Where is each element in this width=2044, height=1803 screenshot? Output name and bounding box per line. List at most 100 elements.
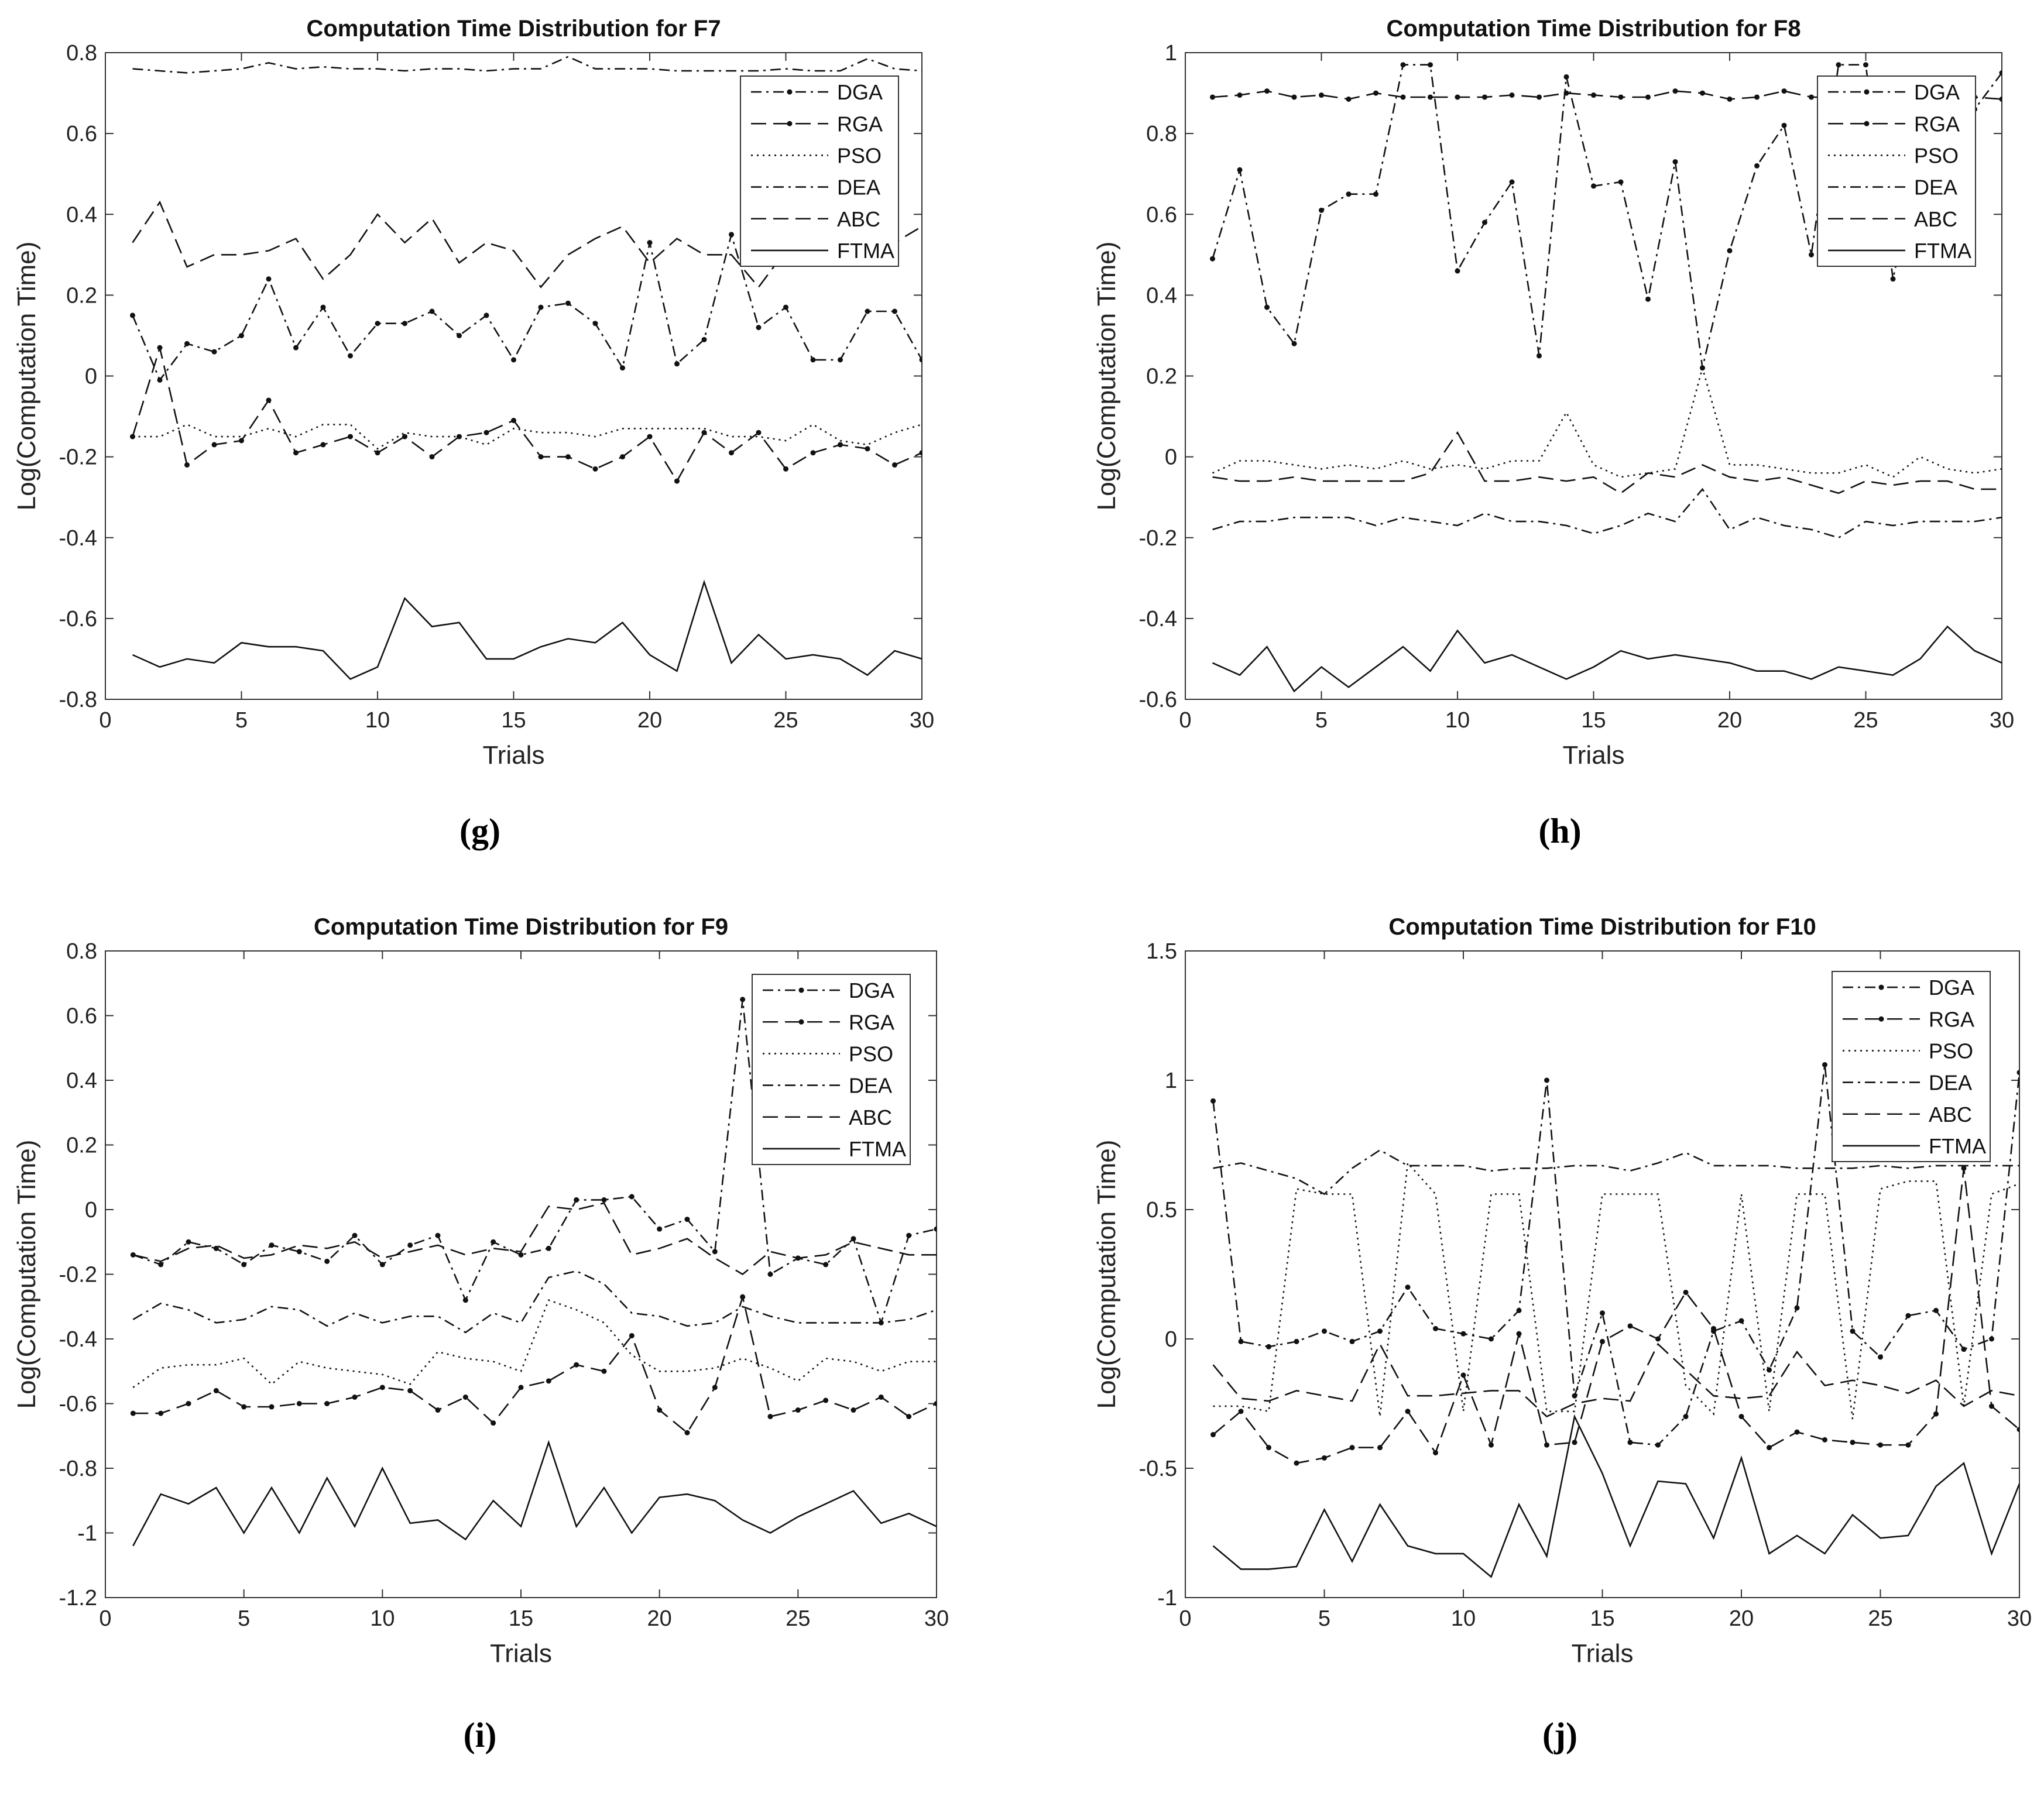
x-tick-label: 30 [2007,1606,2032,1631]
data-point-dga [1627,1440,1633,1445]
data-point-dga [838,357,843,363]
data-point-rga [647,434,653,439]
data-point-dga [320,304,326,310]
legend: DGA RGA PSO DEA ABC FTMA [752,974,911,1165]
y-tick-label: 1 [1165,41,1177,66]
y-tick-label: 0.6 [66,122,97,146]
data-point-dga [565,300,571,306]
x-tick-label: 0 [1179,1606,1191,1631]
series-line-ftma [132,579,922,681]
x-tick-label: 0 [99,1606,111,1631]
data-point-dga [518,1252,524,1258]
x-axis-label: Trials [1563,741,1625,770]
data-point-rga [1346,96,1352,102]
legend-marker-dga [1864,89,1870,95]
legend-label-pso: PSO [849,1042,893,1066]
data-point-rga [565,454,571,460]
data-point-rga [810,450,816,456]
x-tick-label: 15 [1590,1606,1614,1631]
data-point-rga [729,450,734,456]
data-point-rga [293,450,299,456]
y-tick-label: -1 [1157,1586,1177,1610]
x-tick-label: 20 [647,1606,672,1631]
data-point-rga [684,1430,690,1435]
data-point-dga [158,1262,164,1268]
y-axis-label: Log(Computation Time) [12,1140,41,1409]
data-point-dga [402,321,407,327]
series-line-rga [133,1294,937,1434]
data-point-rga [1999,96,2002,102]
data-point-rga [767,1414,773,1420]
data-point-dga [1591,183,1596,189]
data-point-dga [1890,276,1896,282]
data-point-rga [674,478,680,484]
x-tick-label: 5 [1315,708,1328,733]
legend-label-rga: RGA [1929,1007,1974,1031]
data-point-rga [379,1385,385,1390]
data-point-dga [130,312,135,318]
data-point-rga [934,1401,937,1406]
y-tick-label: 0.8 [66,939,97,964]
series-line-dea [1212,487,2002,539]
panel-caption: (h) [1538,812,1581,850]
data-point-rga [1322,1455,1327,1461]
x-tick-label: 15 [501,708,526,733]
data-point-rga [701,430,707,435]
data-point-rga [850,1407,856,1413]
data-point-rga [2016,1427,2019,1433]
legend-label-dga: DGA [1914,80,1960,104]
x-tick-label: 20 [637,708,662,733]
data-point-dga [348,353,353,359]
data-point-dga [457,332,462,338]
series-line-pso [1213,1161,2019,1420]
data-point-rga [823,1397,829,1403]
data-point-dga [293,345,299,351]
data-point-dga [1346,191,1352,197]
x-axis-label: Trials [490,1639,552,1668]
data-point-rga [266,397,272,403]
legend-label-dga: DGA [849,978,894,1002]
data-point-dga [1238,1338,1244,1344]
data-point-rga [1794,1429,1800,1435]
data-point-rga [1377,1445,1383,1451]
data-point-rga [1291,94,1297,100]
data-point-dga [1291,341,1297,346]
x-axis-label: Trials [483,741,545,770]
data-point-rga [1266,1445,1271,1451]
data-point-rga [1400,94,1406,100]
data-point-rga [1460,1372,1466,1378]
data-point-dga [574,1197,579,1203]
x-tick-label: 25 [1853,708,1878,733]
series-line-abc [1212,431,2002,494]
y-tick-label: -0.2 [1139,526,1177,551]
data-point-dga [1266,1344,1271,1349]
data-point-dga [783,304,788,310]
data-point-dga [823,1262,829,1268]
series-line-rga [132,345,922,483]
data-point-dga [629,1194,635,1200]
data-point-dga [296,1249,302,1255]
data-point-dga [1563,74,1569,80]
chart-title: Computation Time Distribution for F8 [1386,16,1800,42]
y-tick-label: -0.4 [59,526,97,551]
y-axis-label: Log(Computation Time) [1092,242,1121,511]
y-tick-label: 0 [1165,1327,1177,1352]
data-point-dga [1781,122,1787,128]
series-line-ftma [1212,625,2002,693]
data-point-rga [1210,1432,1216,1438]
data-point-rga [324,1401,330,1406]
data-point-dga [1989,1336,1994,1342]
data-point-dga [483,312,489,318]
chart-panel-1: Computation Time Distribution for F7 0 5 10… [12,16,934,850]
legend-label-abc: ABC [1914,207,1957,231]
data-point-dga [1482,219,1487,225]
data-point-rga [1455,94,1460,100]
x-tick-label: 10 [365,708,390,733]
data-point-rga [462,1394,468,1400]
data-point-dga [2016,1070,2019,1076]
data-point-dga [647,240,653,246]
y-tick-label: -1.2 [59,1586,97,1610]
x-tick-label: 15 [509,1606,533,1631]
data-point-dga [1618,179,1624,185]
data-point-dga [1933,1307,1939,1313]
